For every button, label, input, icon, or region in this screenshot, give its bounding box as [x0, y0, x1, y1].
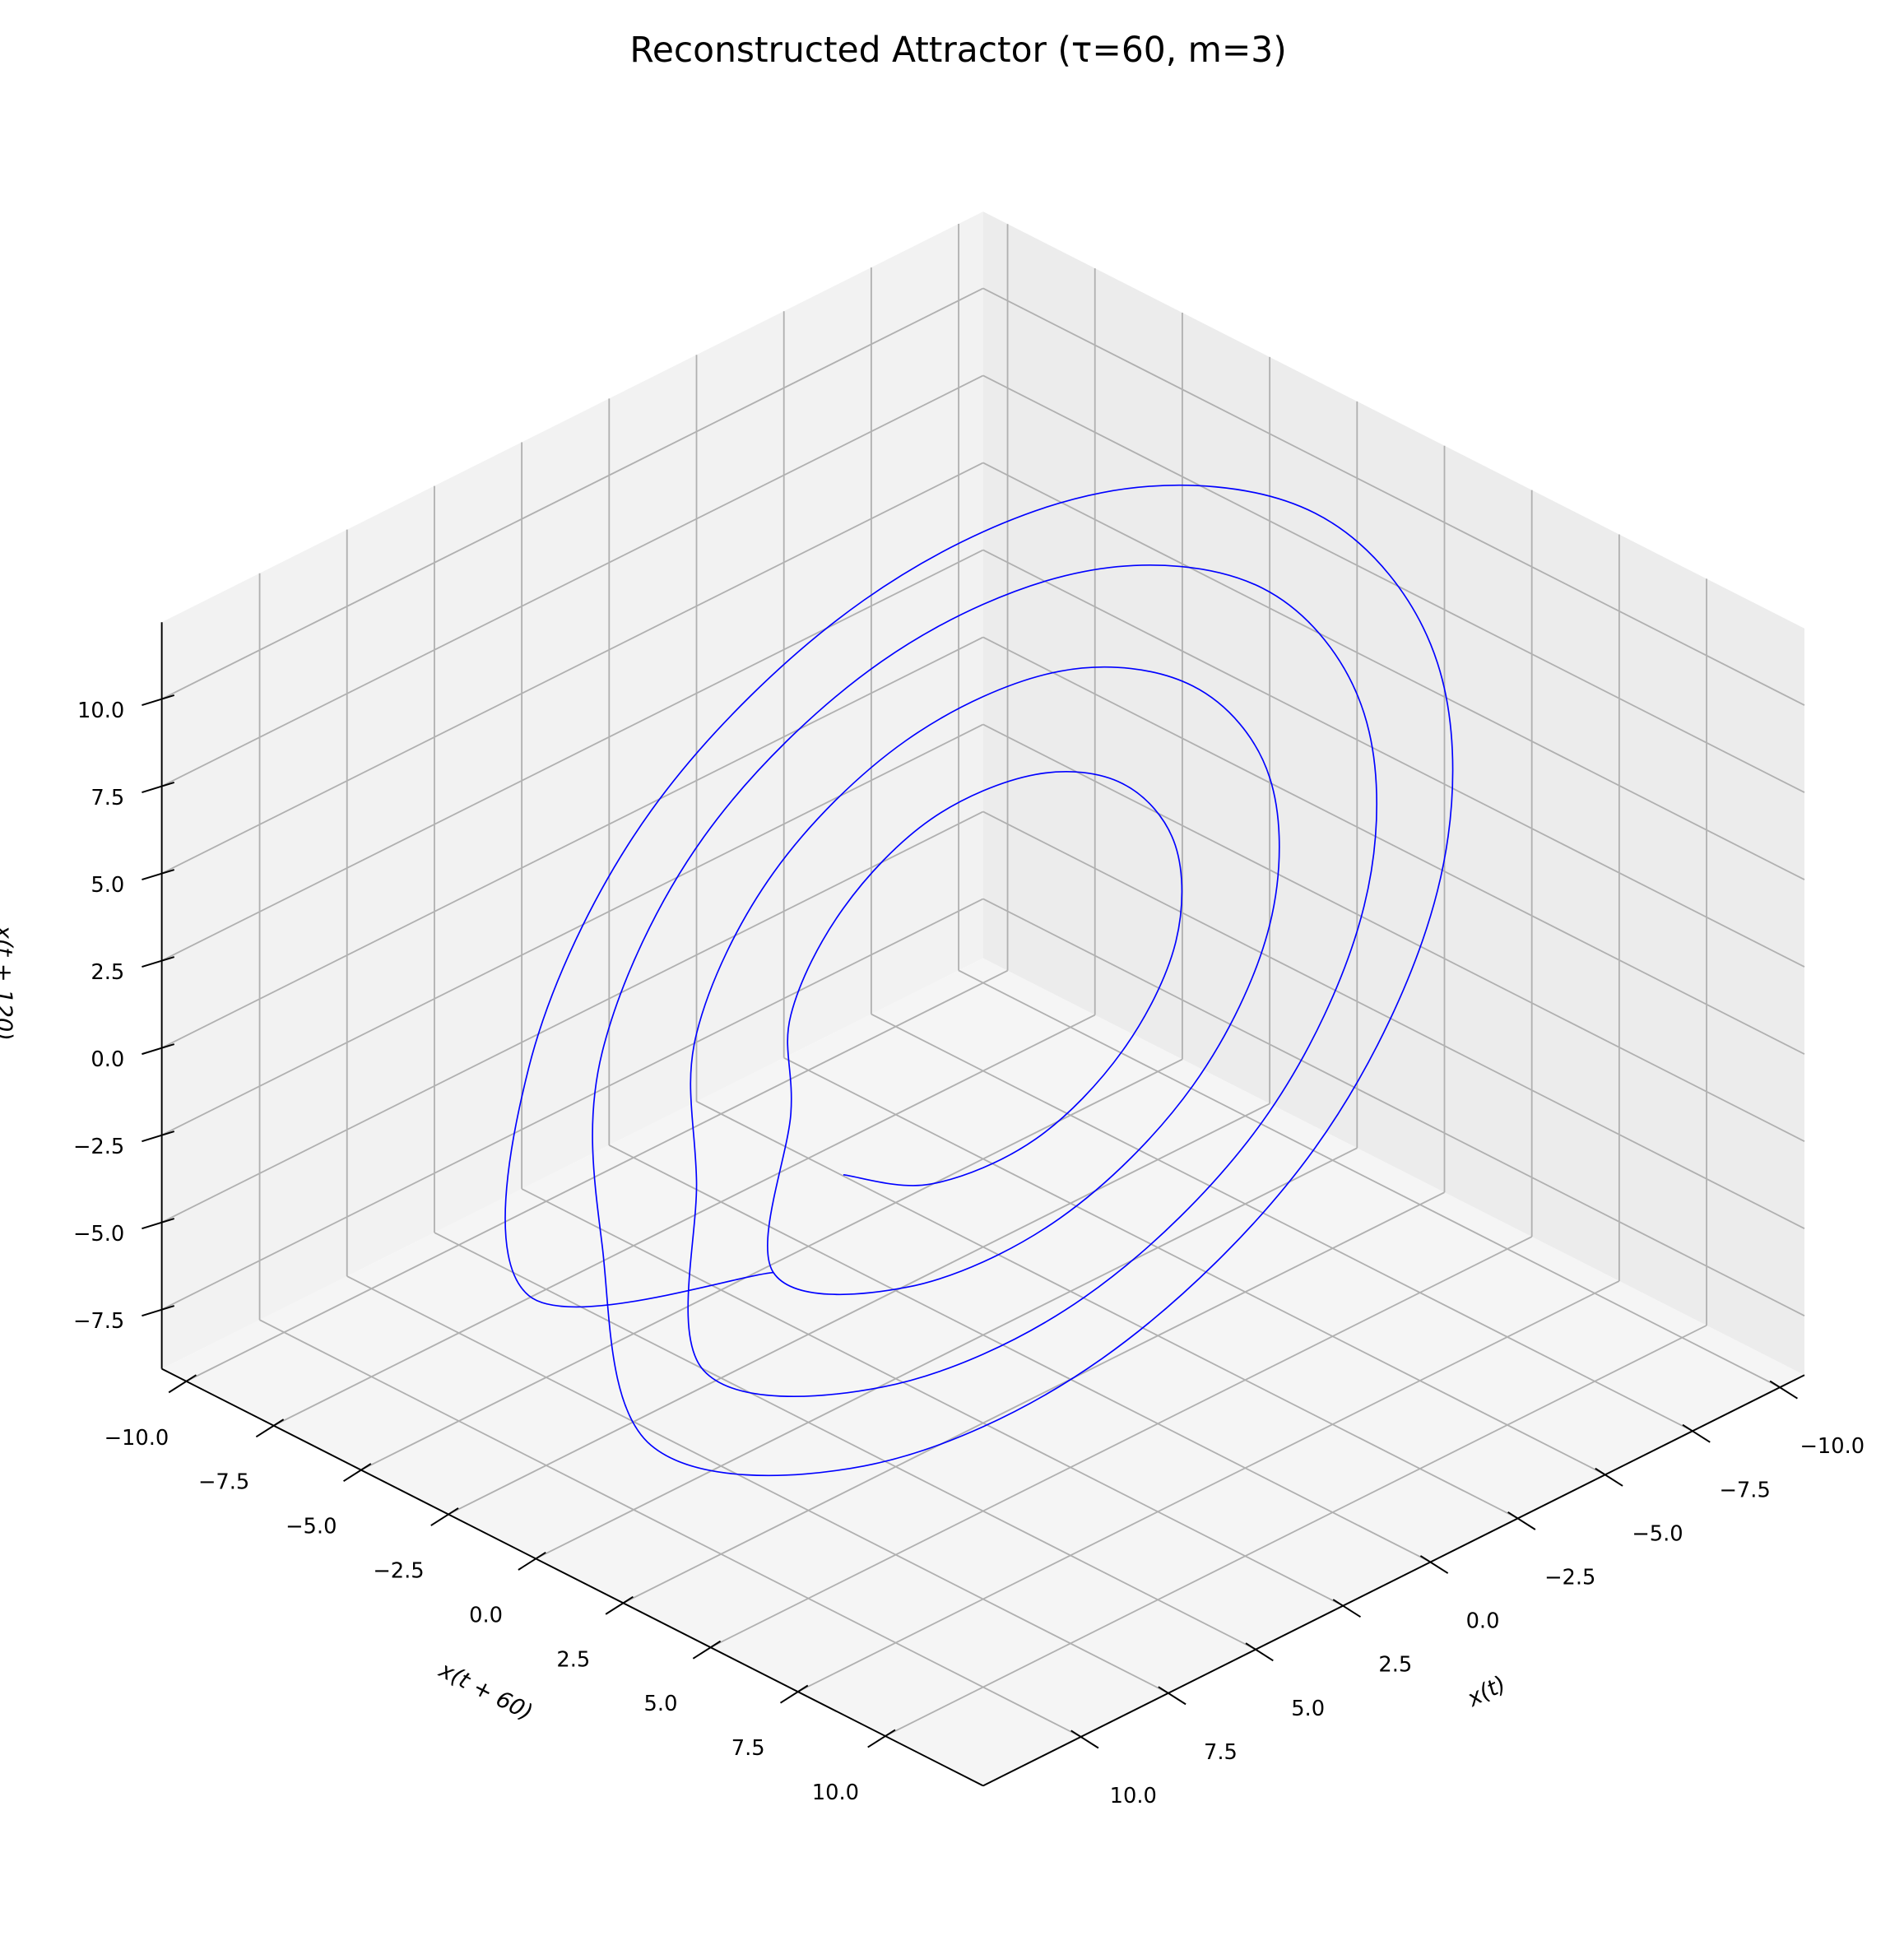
grid-line — [521, 1188, 1344, 1607]
tick-mark — [142, 1218, 175, 1230]
tick-mark — [1332, 1599, 1362, 1618]
grid-line — [982, 462, 1805, 880]
z-axis-label: x(t + 120) — [0, 925, 16, 1041]
grid-line — [622, 1191, 1445, 1604]
tick-mark — [142, 869, 175, 881]
tick-mark — [692, 1640, 722, 1660]
grid-line — [448, 1103, 1270, 1516]
tick-mark — [1245, 1642, 1274, 1662]
tick-mark — [142, 782, 175, 794]
grid-line — [982, 810, 1805, 1229]
grid-line — [259, 1319, 1082, 1738]
grid-line — [982, 636, 1805, 1055]
tick-mark — [142, 956, 175, 968]
y-tick-label: 2.5 — [556, 1647, 590, 1672]
x-tick-label: 2.5 — [1378, 1653, 1412, 1678]
grid-line — [535, 1147, 1358, 1560]
grid-line — [710, 1236, 1533, 1648]
grid-line — [982, 723, 1805, 1142]
tick-mark — [518, 1551, 546, 1571]
chart-title: Reconstructed Attractor (τ=60, m=3) — [629, 30, 1286, 70]
y-tick-label: 0.0 — [469, 1603, 503, 1627]
z-tick-label: 2.5 — [91, 960, 124, 985]
tick-mark — [142, 1131, 175, 1143]
pane-left — [161, 211, 983, 1369]
trajectory — [504, 484, 1454, 1477]
tick-mark — [142, 1305, 175, 1317]
grid-line — [161, 287, 984, 700]
tick-mark — [1682, 1423, 1711, 1443]
y-tick-label: 5.0 — [644, 1692, 678, 1716]
axis-line — [161, 1367, 984, 1787]
grid-line — [982, 374, 1805, 793]
grid-line — [161, 549, 984, 962]
tick-mark — [343, 1463, 372, 1483]
grid-line — [161, 810, 984, 1223]
grid-line — [696, 1100, 1519, 1520]
x-tick-label: 5.0 — [1291, 1697, 1325, 1721]
grid-line — [982, 549, 1805, 968]
grid-line — [982, 287, 1805, 706]
x-tick-label: −7.5 — [1719, 1478, 1770, 1502]
x-tick-label: −2.5 — [1544, 1565, 1595, 1590]
tick-mark — [1769, 1380, 1798, 1400]
z-tick-label: 5.0 — [91, 873, 124, 898]
tick-mark — [142, 1043, 175, 1056]
grid-line — [161, 462, 984, 875]
z-tick-label: −7.5 — [73, 1309, 124, 1334]
tick-mark — [779, 1684, 809, 1704]
grid-line — [161, 898, 984, 1311]
x-tick-label: −10.0 — [1800, 1434, 1865, 1459]
grid-line — [185, 969, 1008, 1382]
y-tick-label: −10.0 — [104, 1426, 169, 1451]
grid-line — [871, 1013, 1693, 1432]
tick-mark — [867, 1729, 896, 1748]
y-tick-label: 7.5 — [731, 1736, 765, 1761]
z-tick-label: 10.0 — [77, 699, 124, 723]
grid-line — [346, 1275, 1169, 1694]
z-tick-label: 7.5 — [91, 786, 124, 810]
tick-mark — [1070, 1729, 1099, 1749]
y-tick-label: 10.0 — [812, 1781, 859, 1805]
grid-line — [958, 969, 1781, 1388]
tick-mark — [1158, 1686, 1187, 1706]
grid-line — [161, 374, 984, 787]
x-tick-label: 0.0 — [1466, 1609, 1500, 1634]
z-tick-label: 0.0 — [91, 1047, 124, 1072]
grid-line — [885, 1325, 1707, 1737]
tick-mark — [1419, 1555, 1449, 1574]
x-tick-label: 7.5 — [1204, 1740, 1238, 1765]
y-tick-label: −7.5 — [198, 1470, 249, 1495]
tick-mark — [255, 1418, 285, 1438]
grid-line — [783, 1056, 1606, 1476]
tick-mark — [1595, 1467, 1623, 1487]
grid-line — [982, 898, 1805, 1316]
tick-mark — [142, 694, 175, 707]
y-tick-label: −5.0 — [286, 1515, 337, 1539]
tick-mark — [430, 1507, 459, 1526]
y-tick-label: −2.5 — [373, 1559, 424, 1584]
grid-line — [608, 1144, 1431, 1563]
z-tick-label: −5.0 — [73, 1222, 124, 1247]
tick-mark — [1507, 1511, 1536, 1530]
tick-mark — [168, 1374, 197, 1394]
tick-mark — [605, 1595, 634, 1615]
grid-line — [797, 1280, 1620, 1692]
pane-right — [982, 211, 1805, 1376]
grid-line — [161, 636, 984, 1049]
grid-line — [273, 1014, 1096, 1427]
x-tick-label: 10.0 — [1110, 1784, 1157, 1808]
axis-line — [982, 1374, 1805, 1787]
grid-line — [161, 723, 984, 1136]
pane-floor — [161, 958, 1805, 1786]
grid-line — [360, 1058, 1183, 1471]
x-tick-label: −5.0 — [1632, 1521, 1683, 1546]
z-tick-label: −2.5 — [73, 1135, 124, 1159]
grid-line — [434, 1232, 1256, 1651]
